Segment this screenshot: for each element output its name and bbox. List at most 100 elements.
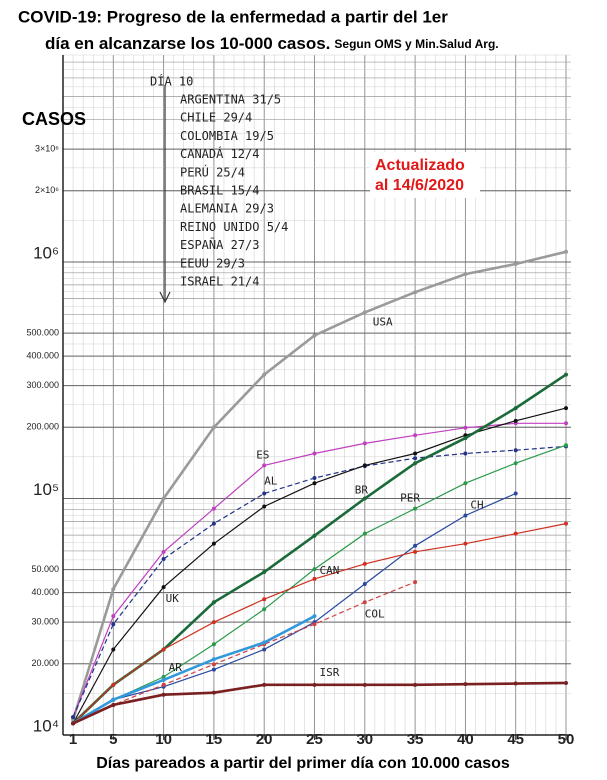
- data-point: [513, 406, 518, 411]
- data-point: [463, 481, 468, 486]
- legend-entry: BRASIL 15/4: [180, 184, 259, 198]
- series-label: ES: [256, 448, 269, 461]
- data-point: [413, 580, 418, 585]
- series-line: [71, 250, 567, 721]
- data-point: [211, 662, 216, 667]
- legend-entry: EEUU 29/3: [180, 256, 245, 270]
- data-point: [463, 451, 468, 456]
- data-point: [463, 541, 468, 546]
- data-point: [312, 481, 317, 486]
- legend-entry: CANADÁ 12/4: [180, 146, 259, 161]
- x-tick-label: 40: [457, 731, 474, 748]
- data-point: [262, 640, 267, 645]
- x-tick-label: 35: [407, 731, 424, 748]
- data-point: [513, 491, 518, 496]
- data-point: [262, 597, 267, 602]
- data-point: [211, 642, 216, 647]
- data-point: [413, 433, 418, 438]
- legend-entry: PERÚ 25/4: [180, 164, 245, 179]
- data-point: [312, 333, 317, 338]
- x-tick-label: 1: [69, 731, 77, 748]
- data-point: [111, 682, 116, 687]
- data-point: [413, 290, 418, 295]
- data-point: [463, 682, 468, 687]
- data-point: [463, 513, 468, 518]
- series-line: [72, 581, 416, 724]
- data-point: [161, 677, 166, 682]
- legend-arrow-head: [159, 291, 171, 304]
- data-point: [111, 622, 116, 627]
- annotation-box: [370, 152, 480, 198]
- data-point: [211, 667, 216, 672]
- data-point: [513, 681, 518, 686]
- annotation: al 14/6/2020: [375, 177, 464, 194]
- series-line: [72, 681, 567, 725]
- data-point: [413, 549, 418, 554]
- data-point: [513, 262, 518, 267]
- data-point: [211, 657, 216, 662]
- data-point: [161, 674, 166, 679]
- data-point: [312, 576, 317, 581]
- legend-entry: ESPAÑA 27/3: [180, 237, 259, 252]
- data-point: [211, 425, 216, 430]
- legend-heading: DÍA 10: [150, 74, 193, 89]
- data-point: [312, 682, 317, 687]
- data-point: [262, 463, 267, 468]
- legend-entry: REINO UNIDO 5/4: [180, 220, 288, 234]
- data-point: [211, 506, 216, 511]
- data-point: [513, 418, 518, 423]
- data-point: [161, 682, 166, 687]
- y-tick-label: 30.000: [31, 617, 59, 627]
- data-point: [513, 448, 518, 453]
- data-point: [413, 682, 418, 687]
- data-point: [262, 682, 267, 687]
- series-line: [72, 615, 316, 725]
- y-tick-label: 40.000: [31, 587, 59, 597]
- x-tick-label: 45: [507, 731, 524, 748]
- x-tick-label: 30: [356, 731, 373, 748]
- series-label: USA: [373, 315, 393, 328]
- data-point: [111, 614, 116, 619]
- data-point: [111, 697, 116, 702]
- series-line: [72, 444, 567, 724]
- data-point: [413, 451, 418, 456]
- data-point: [362, 310, 367, 315]
- data-point: [564, 443, 568, 448]
- data-point: [211, 690, 216, 695]
- data-point: [262, 491, 267, 496]
- series-label: CH: [470, 499, 483, 512]
- data-point: [211, 521, 216, 526]
- series-line: [72, 492, 516, 724]
- y-tick-label: 50.000: [31, 564, 59, 574]
- data-point: [564, 249, 568, 254]
- x-tick-label: 5: [109, 731, 117, 748]
- y-tick-label: 500.000: [26, 328, 59, 338]
- data-point: [262, 372, 267, 377]
- x-tick-label: 25: [306, 731, 323, 748]
- data-point: [564, 421, 568, 426]
- data-point: [312, 614, 317, 619]
- x-tick-label: 15: [206, 731, 223, 748]
- data-point: [161, 692, 166, 697]
- data-point: [564, 372, 568, 377]
- handwritten-legend: DÍA 10 ARGENTINA 31/5 CHILE 29/4 COLOMBIA 1…: [150, 74, 288, 304]
- data-point: [161, 549, 166, 554]
- series-label: AR: [169, 661, 183, 674]
- y-tick-label: 20.000: [31, 658, 59, 668]
- data-point: [362, 463, 367, 468]
- data-point: [211, 541, 216, 546]
- data-point: [463, 436, 468, 441]
- data-point: [161, 556, 166, 561]
- y-tick-label: 10⁵: [33, 480, 59, 499]
- data-point: [211, 600, 216, 605]
- series-label: CAN: [320, 564, 340, 577]
- data-point: [211, 620, 216, 625]
- legend-entry: ALEMANIA 29/3: [180, 202, 274, 216]
- data-point: [312, 622, 317, 627]
- data-point: [413, 456, 418, 461]
- x-tick-label: 10: [155, 731, 172, 748]
- data-point: [262, 569, 267, 574]
- y-tick-label: 2×10⁶: [35, 185, 59, 195]
- title-part: día en alcanzarse los 10-000 casos.: [45, 34, 330, 53]
